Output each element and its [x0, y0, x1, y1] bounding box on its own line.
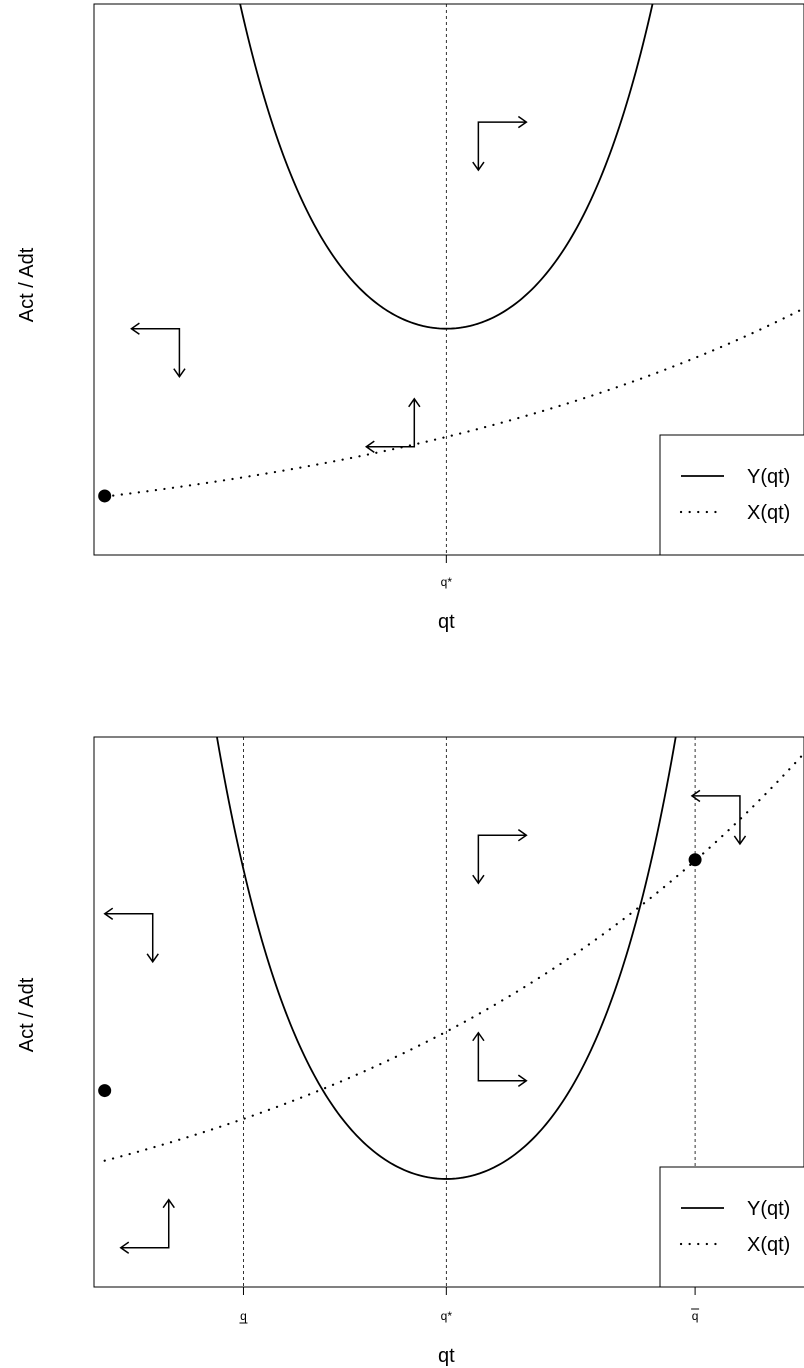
direction-arrow-4: [119, 1198, 175, 1254]
arrow-head: [119, 1241, 130, 1254]
arrow-shaft: [366, 398, 416, 448]
legend-entry: Y(qt): [747, 1198, 790, 1220]
arrow-head: [517, 1074, 528, 1087]
direction-arrow-2: [130, 322, 186, 379]
y-axis-label: Act / Adt: [16, 977, 38, 1052]
arrow-head: [690, 789, 701, 803]
arrow-head: [472, 1031, 485, 1042]
direction-arrow-2: [103, 907, 159, 964]
arrow-head: [408, 397, 421, 408]
x-axis-label: qt: [438, 1345, 455, 1367]
legend-entry: X(qt): [747, 502, 790, 524]
direction-arrow-1: [472, 115, 528, 172]
arrow-shaft: [131, 327, 181, 377]
y-axis-label: Act / Adt: [16, 247, 38, 322]
arrow-head: [472, 161, 485, 172]
arrow-shaft: [477, 834, 527, 884]
arrow-head: [472, 874, 485, 885]
arrow-head: [173, 368, 186, 379]
direction-arrow-1: [472, 828, 528, 885]
direction-arrow-3: [472, 1031, 528, 1087]
point-1: [98, 1084, 112, 1098]
panel-1: q* qt Act / Adt Y(qt) X(qt): [16, 3, 804, 633]
arrow-head: [364, 440, 375, 453]
plot-frame: [93, 3, 804, 556]
arrow-head: [146, 953, 159, 964]
legend-box: [659, 434, 804, 556]
plot-area: [103, 4, 804, 498]
legend: Y(qt) X(qt): [659, 434, 804, 556]
arrow-head: [103, 907, 114, 921]
legend-box: [659, 1166, 804, 1288]
direction-arrow-5: [690, 789, 747, 846]
arrow-shaft: [104, 913, 154, 962]
panel-2: q q* q qt Act / Adt Y(qt) X(qt): [16, 736, 804, 1367]
arrow-shaft: [477, 121, 527, 171]
point-2: [688, 853, 702, 867]
direction-arrow-3: [364, 397, 421, 453]
point-1: [98, 489, 112, 503]
x-tick-label: q: [240, 1309, 247, 1323]
arrow-shaft: [691, 795, 741, 844]
series-y-curve: [239, 4, 654, 330]
legend: Y(qt) X(qt): [659, 1166, 804, 1288]
arrow-head: [517, 115, 528, 129]
plot-frame: [93, 736, 804, 1288]
series-x-curve: [103, 752, 804, 1162]
arrow-head: [733, 835, 747, 846]
arrow-head: [517, 828, 528, 842]
x-tick-label: q*: [441, 1309, 453, 1323]
arrow-head: [162, 1198, 175, 1209]
legend-entry: Y(qt): [747, 466, 790, 488]
legend-entry: X(qt): [747, 1234, 790, 1256]
plot-area: [103, 737, 804, 1180]
arrow-shaft: [477, 1032, 527, 1082]
x-tick-label: q*: [441, 575, 453, 589]
x-axis-label: qt: [438, 611, 455, 633]
arrow-head: [130, 322, 140, 335]
arrow-shaft: [120, 1199, 170, 1249]
series-y-curve: [216, 737, 677, 1180]
x-tick-label: q: [692, 1309, 699, 1323]
